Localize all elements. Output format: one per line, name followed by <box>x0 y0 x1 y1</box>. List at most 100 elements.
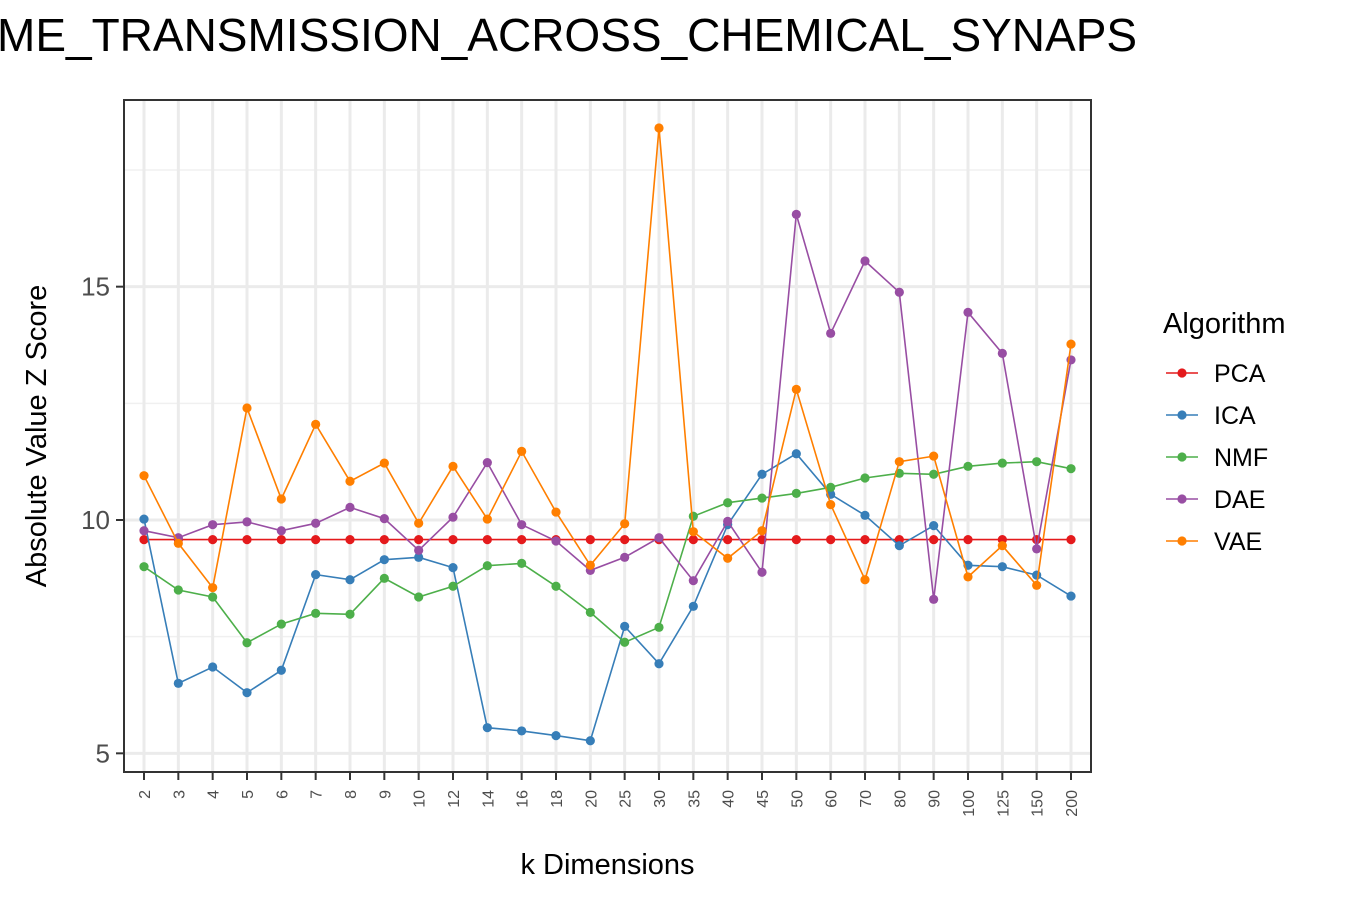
data-point-dae <box>826 328 836 338</box>
data-point-vae <box>963 572 973 582</box>
data-point-dae <box>482 458 492 468</box>
legend-key-point <box>1177 410 1187 420</box>
x-tick-label: 60 <box>824 790 841 808</box>
data-point-dae <box>414 545 424 555</box>
data-point-nmf <box>723 498 733 508</box>
data-point-pca <box>723 535 733 545</box>
legend-title: Algorithm <box>1163 308 1286 340</box>
data-point-vae <box>139 471 149 481</box>
data-point-dae <box>757 567 767 577</box>
legend-item-ica: ICA <box>1166 402 1256 430</box>
data-point-nmf <box>620 637 630 647</box>
x-tick-label: 14 <box>480 790 497 808</box>
data-point-dae <box>997 348 1007 358</box>
series-line-ica <box>143 452 1072 742</box>
x-tick-label: 50 <box>789 790 806 808</box>
x-tick-label: 30 <box>652 790 669 808</box>
grid-lines <box>124 100 1091 772</box>
chart-title-text: ME_TRANSMISSION_ACROSS_CHEMICAL_SYNAPS <box>0 9 1138 61</box>
data-point-nmf <box>517 558 527 569</box>
data-point-dae <box>139 526 149 536</box>
x-tick-label: 80 <box>892 790 909 808</box>
data-point-ica <box>242 688 252 698</box>
data-point-ica <box>517 726 527 736</box>
data-point-dae <box>620 552 630 562</box>
x-tick-label: 125 <box>995 790 1012 817</box>
data-point-nmf <box>585 607 595 618</box>
data-point-pca <box>208 535 218 545</box>
data-point-ica <box>997 562 1007 572</box>
data-point-ica <box>757 469 767 479</box>
data-point-nmf <box>654 622 664 632</box>
data-point-vae <box>791 384 801 394</box>
legend-item-nmf: NMF <box>1166 444 1268 472</box>
legend-item-dae: DAE <box>1166 486 1265 514</box>
x-tick-label: 100 <box>961 790 978 817</box>
data-point-nmf <box>929 469 939 479</box>
x-tick-label: 3 <box>171 790 188 799</box>
data-point-nmf <box>1032 457 1042 467</box>
data-point-dae <box>963 307 973 317</box>
y-tick-label: 15 <box>81 272 110 302</box>
series-line-nmf <box>143 460 1072 644</box>
data-point-nmf <box>757 493 767 503</box>
data-point-vae <box>517 446 527 456</box>
legend-key-point <box>1177 494 1187 504</box>
plot-panel-border <box>123 99 1092 773</box>
data-point-pca <box>311 535 321 545</box>
data-point-dae <box>791 209 801 219</box>
data-point-dae <box>311 518 321 528</box>
data-point-nmf <box>963 461 973 471</box>
data-point-nmf <box>173 585 183 595</box>
x-tick-label: 18 <box>549 790 566 808</box>
legend: Algorithm PCA ICA NMF DAE VAE <box>1163 308 1286 556</box>
x-tick-label: 20 <box>583 790 600 808</box>
data-point-pca <box>791 535 801 545</box>
data-point-dae <box>929 594 939 604</box>
data-point-vae <box>1066 339 1076 349</box>
data-point-vae <box>208 583 218 593</box>
data-point-ica <box>173 678 183 688</box>
legend-key-point <box>1177 368 1187 378</box>
data-point-pca <box>379 535 389 545</box>
legend-label: NMF <box>1214 444 1268 472</box>
x-tick-label: 4 <box>206 790 223 799</box>
data-point-nmf <box>345 609 355 619</box>
y-tick-label: 10 <box>81 505 110 535</box>
data-point-pca <box>345 535 355 545</box>
data-point-vae <box>929 451 939 461</box>
data-point-ica <box>929 521 939 531</box>
data-point-nmf <box>688 511 698 521</box>
data-point-pca <box>414 535 424 545</box>
data-point-dae <box>723 516 733 527</box>
data-point-vae <box>757 526 767 536</box>
legend-label: DAE <box>1214 486 1265 514</box>
data-point-dae <box>860 256 870 266</box>
data-point-vae <box>311 419 321 429</box>
legend-label: ICA <box>1214 402 1256 430</box>
data-point-nmf <box>482 561 492 571</box>
legend-key-point <box>1177 452 1187 462</box>
data-point-ica <box>139 514 149 524</box>
data-point-nmf <box>311 608 321 618</box>
data-point-dae <box>551 536 561 546</box>
x-tick-label: 7 <box>309 790 326 799</box>
x-tick-label: 90 <box>927 790 944 808</box>
data-point-ica <box>482 723 492 733</box>
data-point-nmf <box>414 592 424 602</box>
data-point-ica <box>414 552 424 562</box>
x-tick-label: 25 <box>618 790 635 808</box>
data-point-dae <box>517 520 527 530</box>
data-point-dae <box>654 533 664 543</box>
data-point-nmf <box>997 458 1007 468</box>
data-point-vae <box>1032 580 1042 590</box>
data-point-vae <box>276 494 286 504</box>
data-point-pca <box>620 535 630 545</box>
data-point-vae <box>379 458 389 468</box>
x-tick-label: 9 <box>377 790 394 799</box>
data-point-nmf <box>139 562 149 572</box>
data-point-pca <box>517 535 527 545</box>
series-pca <box>139 535 1076 545</box>
x-tick-label: 35 <box>686 790 703 808</box>
